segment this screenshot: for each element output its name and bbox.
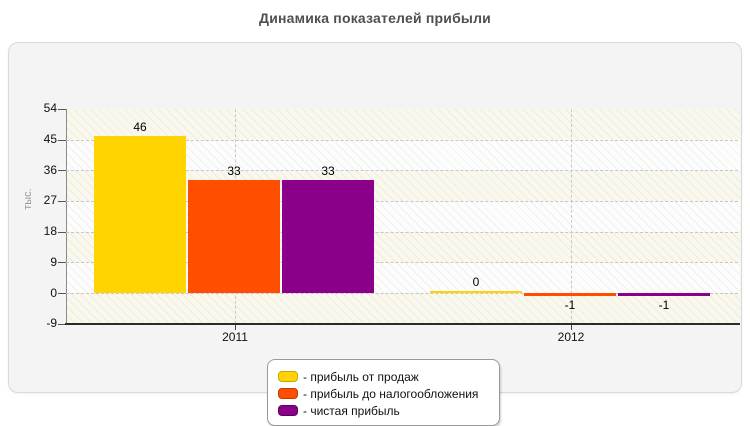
y-tick-label: 54 bbox=[43, 101, 57, 116]
bar bbox=[618, 293, 710, 297]
legend-item: - прибыль от продаж bbox=[278, 368, 499, 385]
legend-swatch-icon bbox=[278, 388, 298, 399]
x-tick-mark bbox=[571, 325, 572, 330]
bar-value-label: -1 bbox=[658, 298, 670, 313]
y-tick-label: -9 bbox=[46, 316, 57, 331]
h-gridline bbox=[66, 293, 738, 294]
legend-item: - чистая прибыль bbox=[278, 402, 499, 419]
bar bbox=[188, 180, 280, 293]
y-tick-mark bbox=[58, 139, 66, 141]
h-gridline bbox=[66, 170, 738, 172]
x-tick-label: 2012 bbox=[557, 330, 585, 344]
y-tick-mark bbox=[58, 293, 66, 294]
y-tick-mark bbox=[58, 323, 66, 325]
bar-value-label: -1 bbox=[564, 298, 576, 313]
y-tick-mark bbox=[58, 108, 66, 110]
v-gridline bbox=[571, 109, 572, 324]
y-tick-label: 36 bbox=[43, 162, 57, 177]
y-tick-label: 45 bbox=[43, 132, 57, 147]
legend: - прибыль от продаж - прибыль до налогооб… bbox=[267, 359, 500, 426]
h-gridline bbox=[66, 200, 738, 202]
legend-swatch-icon bbox=[278, 371, 298, 382]
legend-label: - прибыль от продаж bbox=[303, 369, 419, 384]
y-tick-mark bbox=[58, 262, 66, 264]
bar-value-label: 33 bbox=[227, 164, 241, 179]
h-gridline bbox=[66, 139, 738, 141]
bar-value-label: 33 bbox=[321, 164, 335, 179]
x-axis-line bbox=[65, 323, 740, 325]
y-tick-mark bbox=[58, 170, 66, 172]
y-tick-label: 9 bbox=[50, 254, 57, 269]
x-tick-mark bbox=[235, 325, 236, 330]
legend-swatch-icon bbox=[278, 405, 298, 416]
bar bbox=[430, 291, 522, 293]
chart-panel: тыс. 54 45 36 27 18 9 0 -9 2011 2012 46 0 33 -1 33 -1 -… bbox=[8, 42, 742, 426]
legend-item: - прибыль до налогообложения bbox=[278, 385, 499, 402]
h-gridline bbox=[66, 262, 738, 264]
chart-title: Динамика показателей прибыли bbox=[259, 10, 491, 26]
y-tick-label: 0 bbox=[50, 285, 57, 300]
y-tick-label: 18 bbox=[43, 224, 57, 239]
legend-label: - прибыль до налогообложения bbox=[303, 386, 479, 401]
bar bbox=[94, 136, 186, 293]
y-tick-mark bbox=[58, 200, 66, 202]
bar-value-label: 46 bbox=[133, 120, 147, 135]
legend-label: - чистая прибыль bbox=[303, 403, 400, 418]
h-gridline bbox=[66, 231, 738, 233]
bar bbox=[282, 180, 374, 293]
y-tick-label: 27 bbox=[43, 193, 57, 208]
y-tick-mark bbox=[58, 231, 66, 233]
bar-value-label: 0 bbox=[472, 275, 480, 289]
bar bbox=[524, 293, 616, 297]
x-tick-label: 2011 bbox=[222, 330, 248, 344]
